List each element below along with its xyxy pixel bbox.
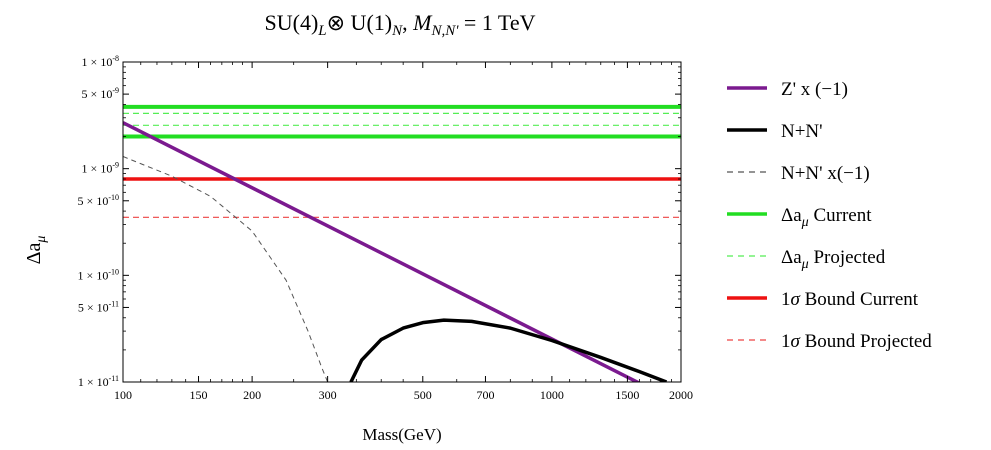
legend-label: N+N' [781, 121, 823, 142]
y-axis-label: Δaμ [23, 236, 49, 265]
y-tick-label: 1 × 10-10 [78, 267, 119, 282]
x-tick-label: 1500 [615, 388, 639, 402]
y-tick-label: 5 × 10-11 [78, 299, 119, 314]
x-axis: 100 150 200 300 500 700 1000 1500 2000 [114, 62, 693, 402]
x-tick-label: 100 [114, 388, 132, 402]
legend-label: Δaμ Projected [781, 247, 886, 272]
x-tick-label: 500 [414, 388, 432, 402]
y-axis: 1 × 10-8 5 × 10-9 1 × 10-9 5 × 10-10 1 × 10-… [78, 54, 681, 389]
y-tick-label: 5 × 10-9 [82, 86, 119, 101]
y-tick-label: 1 × 10-11 [78, 374, 119, 389]
legend-label: Δaμ Current [781, 205, 872, 230]
x-tick-label: 2000 [669, 388, 693, 402]
series-layer [123, 104, 681, 382]
x-tick-label: 150 [190, 388, 208, 402]
x-axis-label: Mass(GeV) [362, 425, 441, 444]
x-tick-label: 200 [243, 388, 261, 402]
chart-title: SU(4)L⊗ U(1)N, MN,N' = 1 TeV [265, 10, 536, 39]
x-tick-label: 700 [476, 388, 494, 402]
legend-label: 1σ Bound Projected [781, 331, 932, 352]
nn-negative-line [123, 156, 329, 382]
x-tick-label: 300 [319, 388, 337, 402]
legend-label: 1σ Bound Current [781, 289, 919, 310]
legend: Z' x (−1) N+N' N+N' x(−1) Δaμ Current Δaμ Pr… [727, 79, 932, 352]
chart-title-text: SU(4)L⊗ U(1)N, MN,N' = 1 TeV [265, 10, 536, 39]
zprime-line [123, 121, 641, 382]
x-tick-label: 1000 [540, 388, 564, 402]
y-tick-label: 5 × 10-10 [78, 193, 119, 208]
y-tick-label: 1 × 10-8 [82, 54, 119, 69]
legend-label: Z' x (−1) [781, 79, 848, 100]
legend-label: N+N' x(−1) [781, 163, 870, 184]
y-tick-label: 1 × 10-9 [82, 161, 119, 176]
nn-line [349, 318, 668, 382]
plot-frame [122, 61, 682, 383]
